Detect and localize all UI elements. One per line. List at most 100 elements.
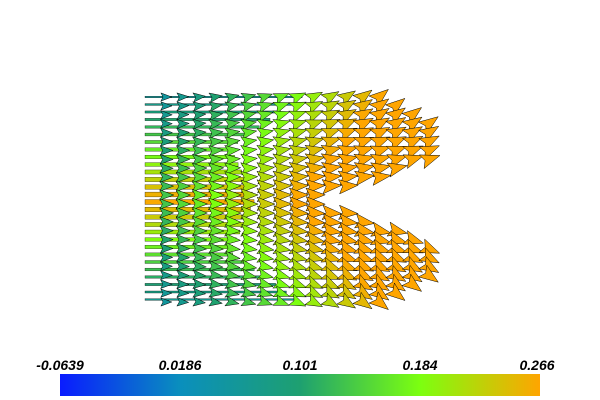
arrow-glyph [320,109,341,125]
flow-streak [144,118,271,121]
arrow-glyph [224,92,240,104]
arrow-glyph [207,188,226,202]
arrow-glyph [224,295,240,307]
arrow-glyph [256,144,275,159]
arrow-glyph [208,101,224,113]
arrow-glyph [224,136,241,149]
arrow-glyph [192,110,207,121]
arrow-glyph [175,233,191,246]
arrow-glyph [368,282,390,301]
arrow-glyph [417,264,439,283]
arrow-glyph [207,206,225,220]
arrow-glyph [175,171,192,184]
arrow-glyph [192,92,207,103]
arrow-glyph [192,296,207,307]
arrow-glyph [191,162,208,175]
arrow-glyph [304,119,325,133]
arrow-glyph [368,264,391,282]
arrow-glyph [336,283,357,300]
arrow-glyph [208,127,224,139]
arrow-glyph [224,162,242,176]
arrow-glyph [240,110,257,122]
arrow-glyph [176,127,191,139]
arrow-glyph [336,90,357,107]
arrow-glyph [224,127,241,140]
arrow-glyph [224,206,242,220]
arrow-glyph [175,189,192,202]
arrow-glyph [191,153,208,166]
arrow-glyph [288,293,307,307]
arrow-glyph [208,251,225,263]
arrow-glyph [191,136,208,148]
arrow-glyph [191,224,208,237]
arrow-glyph [240,153,259,167]
arrow-glyph [240,241,258,255]
arrow-glyph [208,92,224,104]
arrow-glyph [191,171,208,184]
arrow-glyph [159,225,175,237]
arrow-glyph [240,259,258,272]
arrow-glyph [175,162,191,175]
arrow-glyph [240,214,259,229]
arrow-glyph [370,170,392,186]
arrow-glyph [240,223,259,237]
arrow-glyph [224,179,242,193]
arrow-glyph [191,197,209,211]
arrow-glyph [368,291,389,311]
arrow-glyph [368,273,390,291]
arrow-glyph [208,242,225,255]
arrow-glyph [272,93,290,106]
arrow-glyph [208,260,224,272]
arrow-glyph [224,223,242,237]
arrow-glyph [256,93,274,105]
arrow-glyph [224,286,240,298]
arrow-glyph [240,268,258,281]
arrow-glyph [256,170,276,185]
arrow-glyph [208,118,224,130]
flow-streak [144,140,239,144]
arrow-glyph [159,207,175,219]
arrow-glyph [207,171,225,184]
arrow-glyph [159,180,175,192]
arrow-glyph [175,242,191,254]
arrow-glyph [192,278,207,289]
arrow-glyph [304,91,324,107]
arrow-glyph [256,294,274,306]
arrow-glyph [160,92,173,102]
arrow-glyph [224,171,242,184]
arrow-glyph [256,101,274,114]
flow-streak [144,283,276,286]
colorbar-tick-max: 0.266 [519,357,555,373]
arrow-glyph [159,252,174,263]
arrow-glyph [304,101,324,115]
arrow-glyph [175,251,191,263]
arrow-glyph [240,92,257,105]
arrow-glyph [175,145,191,157]
arrow-glyph [240,136,258,149]
arrow-glyph [240,127,258,140]
arrow-glyph [288,101,307,115]
arrow-glyph [160,118,174,129]
arrow-glyph [240,179,259,194]
arrow-glyph [385,264,407,282]
arrow-glyph [224,188,243,202]
arrow-glyph [418,154,441,170]
arrow-glyph [417,255,440,273]
arrow-glyph [386,221,408,237]
arrow-glyph [208,145,225,157]
arrow-glyph [224,259,241,272]
arrow-glyph [240,286,257,298]
flow-streak [144,252,234,257]
arrow-glyph [401,255,424,273]
arrow-glyph [175,260,191,272]
colorbar-tick-2: 0.101 [282,357,318,373]
arrow-glyph [207,179,225,193]
arrow-glyph [176,296,190,307]
arrow-glyph [160,297,173,307]
arrow-glyph [320,292,340,308]
arrow-glyph [353,170,376,186]
flow-streak [144,96,303,98]
flow-streak [144,298,298,301]
arrow-glyph [159,243,174,254]
arrow-glyph [272,102,291,114]
